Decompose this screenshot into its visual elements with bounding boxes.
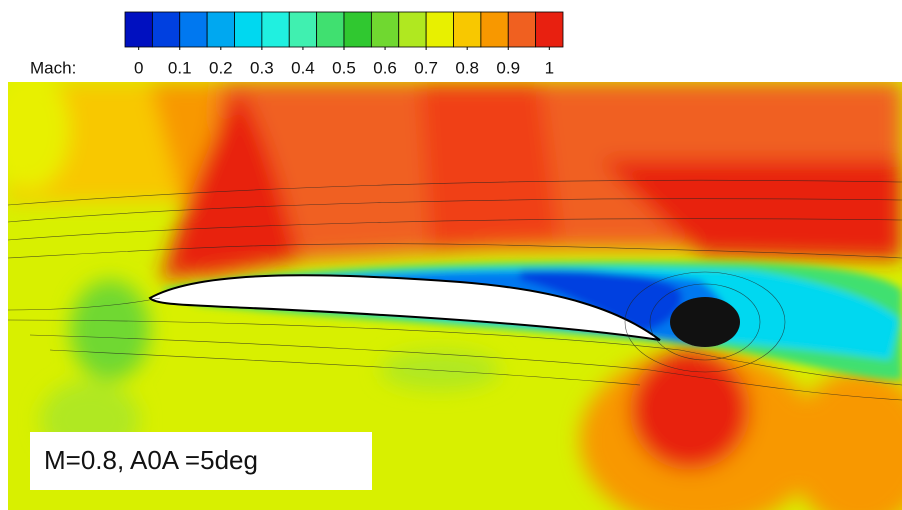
color-level [235, 12, 262, 47]
colorbar-tick-label: 0.5 [332, 58, 356, 77]
colorbar-label: Mach: [30, 58, 76, 77]
colorbar-tick-label: 0.1 [168, 58, 192, 77]
colorbar-tick-label: 0.7 [414, 58, 438, 77]
color-level [399, 12, 426, 47]
color-level [289, 12, 316, 47]
colorbar-tick-label: 0.4 [291, 58, 315, 77]
color-level [371, 12, 398, 47]
colorbar-tick-label: 0.3 [250, 58, 274, 77]
color-level [536, 12, 563, 47]
color-level [152, 12, 179, 47]
color-level [426, 12, 453, 47]
color-level [207, 12, 234, 47]
colorbar-tick-label: 0.8 [455, 58, 479, 77]
color-level [262, 12, 289, 47]
color-level [481, 12, 508, 47]
vortex-core [670, 297, 740, 347]
colorbar-tick-label: 1 [545, 58, 554, 77]
colorbar-tick-label: 0 [134, 58, 143, 77]
colorbar-tick-label: 0.9 [496, 58, 520, 77]
color-level [454, 12, 481, 47]
annotation: M=0.8, A0A =5deg [44, 445, 258, 475]
color-level [508, 12, 535, 47]
color-level [125, 12, 152, 47]
colorbar: 0 0.1 0.2 0.3 0.4 0.5 0.6 0.7 0.8 0.9 1 [125, 12, 563, 77]
colorbar-tick-label: 0.6 [373, 58, 397, 77]
chart: M=0.8, A0A =5deg Mach: 00.10.20.30.40.50… [0, 0, 902, 510]
colorbar-tick-label: 0.2 [209, 58, 233, 77]
color-level [317, 12, 344, 47]
color-level [344, 12, 371, 47]
color-level [180, 12, 207, 47]
